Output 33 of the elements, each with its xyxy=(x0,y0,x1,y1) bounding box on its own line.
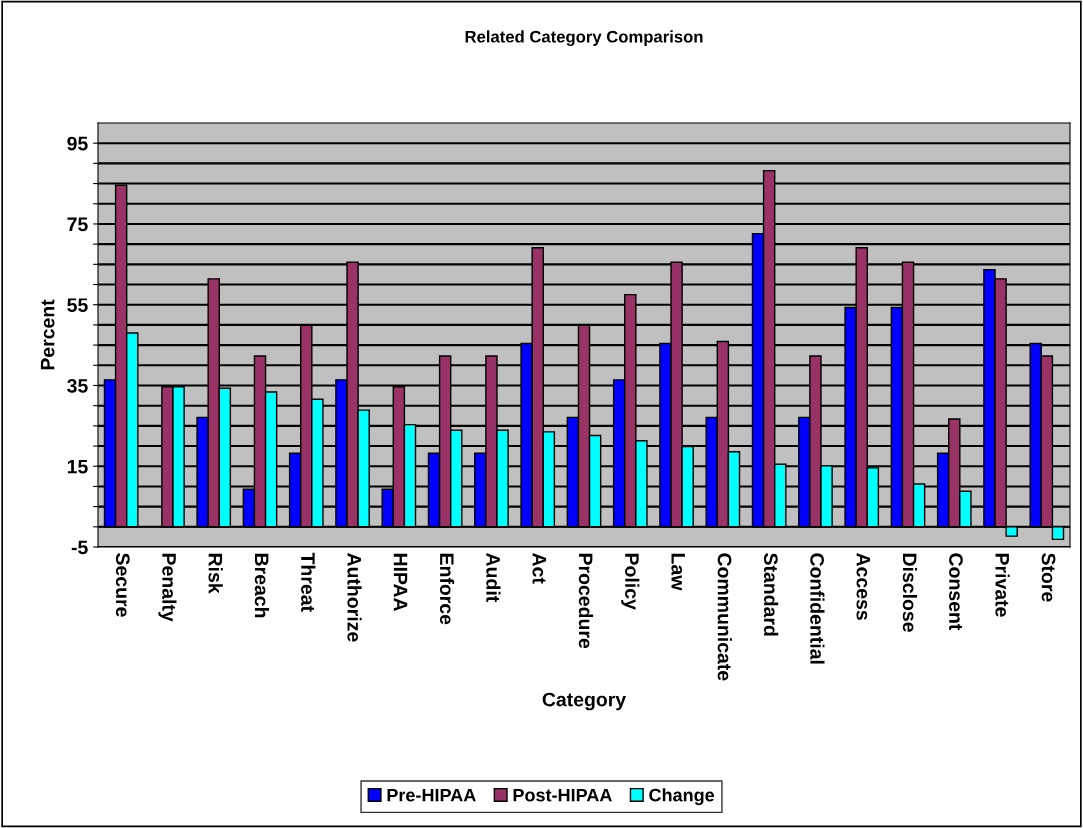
x-tick-label: Confidential xyxy=(810,553,825,664)
x-tick-label: Authorize xyxy=(347,553,362,642)
x-tick-label: Store xyxy=(1041,553,1056,602)
x-tick-label: Risk xyxy=(208,553,223,594)
y-tick-label: 75 xyxy=(67,217,88,232)
y-axis-title: Percent xyxy=(40,299,55,370)
legend-label: Pre-HIPAA xyxy=(387,788,476,802)
y-tick-label: 95 xyxy=(67,136,88,151)
x-tick-label: Act xyxy=(532,553,547,584)
x-tick-label: Law xyxy=(671,553,685,591)
x-tick-label: Communicate xyxy=(717,553,732,681)
x-tick-label: Breach xyxy=(254,553,270,618)
y-tick-label: 55 xyxy=(67,298,88,312)
x-axis-title: Category xyxy=(542,692,627,711)
x-tick-label: Policy xyxy=(621,553,640,610)
x-tick-label: Threat xyxy=(301,552,316,612)
x-tick-label: Standard xyxy=(763,553,779,636)
y-tick-label: -5 xyxy=(71,540,88,555)
legend-label: Change xyxy=(649,788,715,806)
x-tick-label: Consent xyxy=(949,553,963,631)
x-tick-label: Private xyxy=(995,553,1010,617)
x-tick-label: Access xyxy=(856,553,871,620)
chart-title: Related Category Comparison xyxy=(465,30,703,46)
x-tick-label: HIPAA xyxy=(393,553,408,612)
x-tick-label: Penalty xyxy=(158,553,177,622)
x-tick-label: Enforce xyxy=(439,553,455,625)
x-tick-label: Procedure xyxy=(578,553,594,649)
legend-label: Post-HIPAA xyxy=(513,788,612,802)
x-tick-label: Audit xyxy=(486,553,501,602)
y-tick-label: 35 xyxy=(67,378,88,393)
x-tick-label: Secure xyxy=(115,553,130,617)
x-tick-label: Disclose xyxy=(902,553,918,632)
y-tick-label: 15 xyxy=(67,459,88,474)
